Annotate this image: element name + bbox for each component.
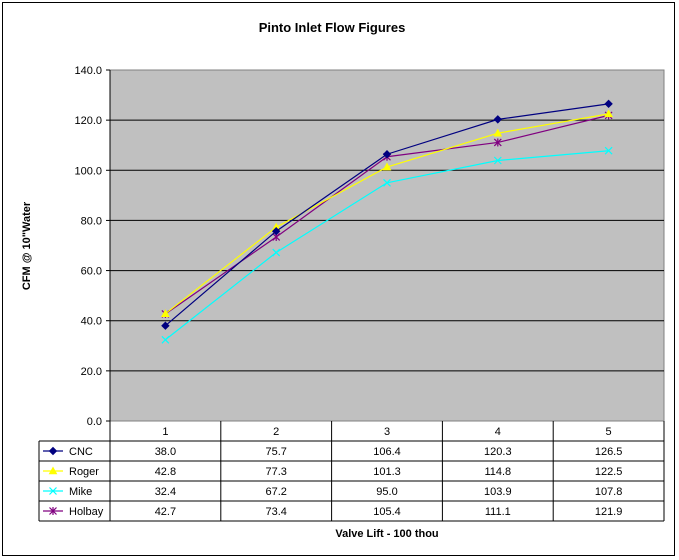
series-layer	[161, 99, 613, 344]
point-cnc	[382, 150, 392, 159]
y-tick-label: 80.0	[81, 215, 102, 227]
plot-area	[109, 69, 665, 422]
legend-marker-holbay	[49, 507, 57, 515]
data-label-roger: 101.3	[373, 466, 401, 478]
point-mike	[161, 335, 170, 344]
legend-marker-cnc	[48, 446, 58, 456]
marker-stroke	[604, 146, 613, 155]
y-tick-label: 60.0	[81, 266, 102, 278]
data-label-mike: 103.9	[484, 486, 512, 498]
data-label-cnc: 106.4	[373, 446, 401, 458]
point-mike	[493, 156, 502, 165]
x-axis-label: Valve Lift - 100 thou	[335, 528, 438, 540]
data-label-roger: 42.8	[155, 466, 176, 478]
data-table: 1 2 3 4 5 CNC 38.0 75.7 106.4 120.3 126.5 Roger 42.8…	[38, 421, 665, 522]
data-label-cnc: 75.7	[265, 446, 286, 458]
x-tick-label: 4	[495, 426, 501, 438]
x-tick-label: 3	[384, 426, 390, 438]
data-label-mike: 32.4	[155, 486, 176, 498]
point-cnc	[161, 321, 170, 330]
point-cnc	[493, 115, 503, 124]
data-label-mike: 67.2	[265, 486, 286, 498]
x-tick-label: 1	[162, 426, 168, 438]
plot-background	[109, 69, 665, 422]
y-tick-label: 20.0	[81, 366, 102, 378]
point-roger	[161, 309, 170, 317]
y-tick-label: 40.0	[81, 316, 102, 328]
point-holbay	[493, 138, 502, 147]
point-mike	[604, 146, 613, 155]
data-label-roger: 122.5	[595, 466, 623, 478]
point-cnc	[271, 227, 281, 236]
data-label-holbay: 105.4	[373, 506, 401, 518]
point-mike	[272, 248, 281, 257]
legend-marker-roger	[48, 466, 58, 475]
legend-marker-mike	[49, 487, 57, 495]
data-label-roger: 114.8	[484, 466, 511, 478]
data-label-holbay: 73.4	[265, 506, 286, 518]
marker-stroke	[383, 178, 391, 187]
data-label-holbay: 111.1	[485, 506, 511, 518]
point-roger	[382, 162, 392, 171]
data-label-mike: 95.0	[376, 486, 397, 498]
y-tick-label: 0.0	[87, 416, 102, 428]
marker-stroke	[493, 156, 502, 165]
point-mike	[383, 178, 391, 187]
point-roger	[493, 128, 503, 137]
x-tick-label: 5	[606, 426, 612, 438]
marker-stroke	[49, 487, 57, 495]
data-label-cnc: 120.3	[484, 446, 512, 458]
point-cnc	[604, 99, 613, 109]
x-tick-label: 2	[273, 426, 279, 438]
legend-label-holbay: Holbay	[69, 506, 104, 518]
legend-label-cnc: CNC	[69, 446, 93, 458]
marker-stroke	[272, 248, 281, 257]
data-label-roger: 77.3	[265, 466, 286, 478]
legend-label-roger: Roger	[69, 466, 99, 478]
marker-stroke	[161, 335, 170, 344]
chart-title: Pinto Inlet Flow Figures	[259, 20, 406, 35]
point-roger	[604, 109, 613, 118]
y-axis: 0.0 20.0 40.0 60.0 80.0 100.0 120.0 140.0	[74, 65, 111, 428]
data-label-cnc: 126.5	[595, 446, 623, 458]
y-tick-label: 140.0	[74, 65, 102, 77]
y-axis-label: CFM @ 10"Water	[21, 201, 33, 290]
data-label-cnc: 38.0	[155, 446, 176, 458]
y-tick-label: 120.0	[74, 115, 102, 127]
data-label-holbay: 121.9	[595, 506, 623, 518]
y-tick-label: 100.0	[74, 165, 102, 177]
legend-label-mike: Mike	[69, 486, 92, 498]
data-label-holbay: 42.7	[155, 506, 176, 518]
data-label-mike: 107.8	[595, 486, 623, 498]
